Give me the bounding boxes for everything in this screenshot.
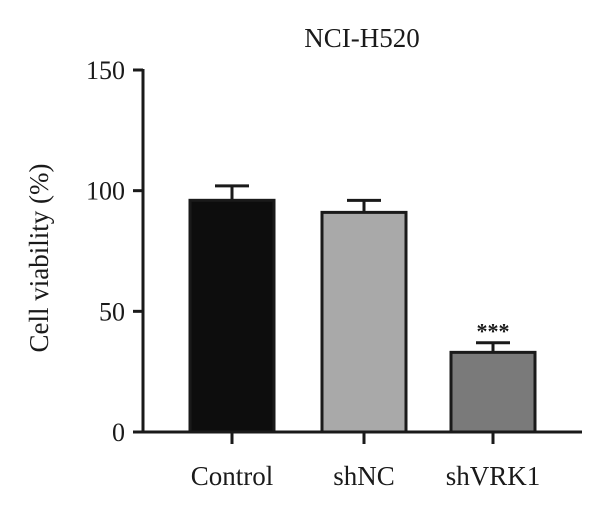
- y-axis-label: Cell viability (%): [24, 164, 54, 353]
- bar-shvrk1: [449, 350, 537, 434]
- x-tick-label-control: Control: [191, 461, 274, 491]
- y-tick-label-50: 50: [99, 297, 125, 326]
- plot-area: 0 50 100 150 Control shNC shVRK1 ***: [86, 56, 582, 491]
- significance-label-shvrk1: ***: [477, 319, 510, 344]
- bar-shnc: [320, 210, 408, 434]
- y-tick-label-100: 100: [86, 177, 125, 206]
- x-tick-label-shnc: shNC: [333, 461, 395, 491]
- y-tick-label-150: 150: [86, 56, 125, 85]
- y-tick-label-0: 0: [112, 418, 125, 447]
- bar-control: [188, 198, 276, 434]
- chart-title: NCI-H520: [304, 23, 420, 53]
- x-tick-label-shvrk1: shVRK1: [446, 461, 541, 491]
